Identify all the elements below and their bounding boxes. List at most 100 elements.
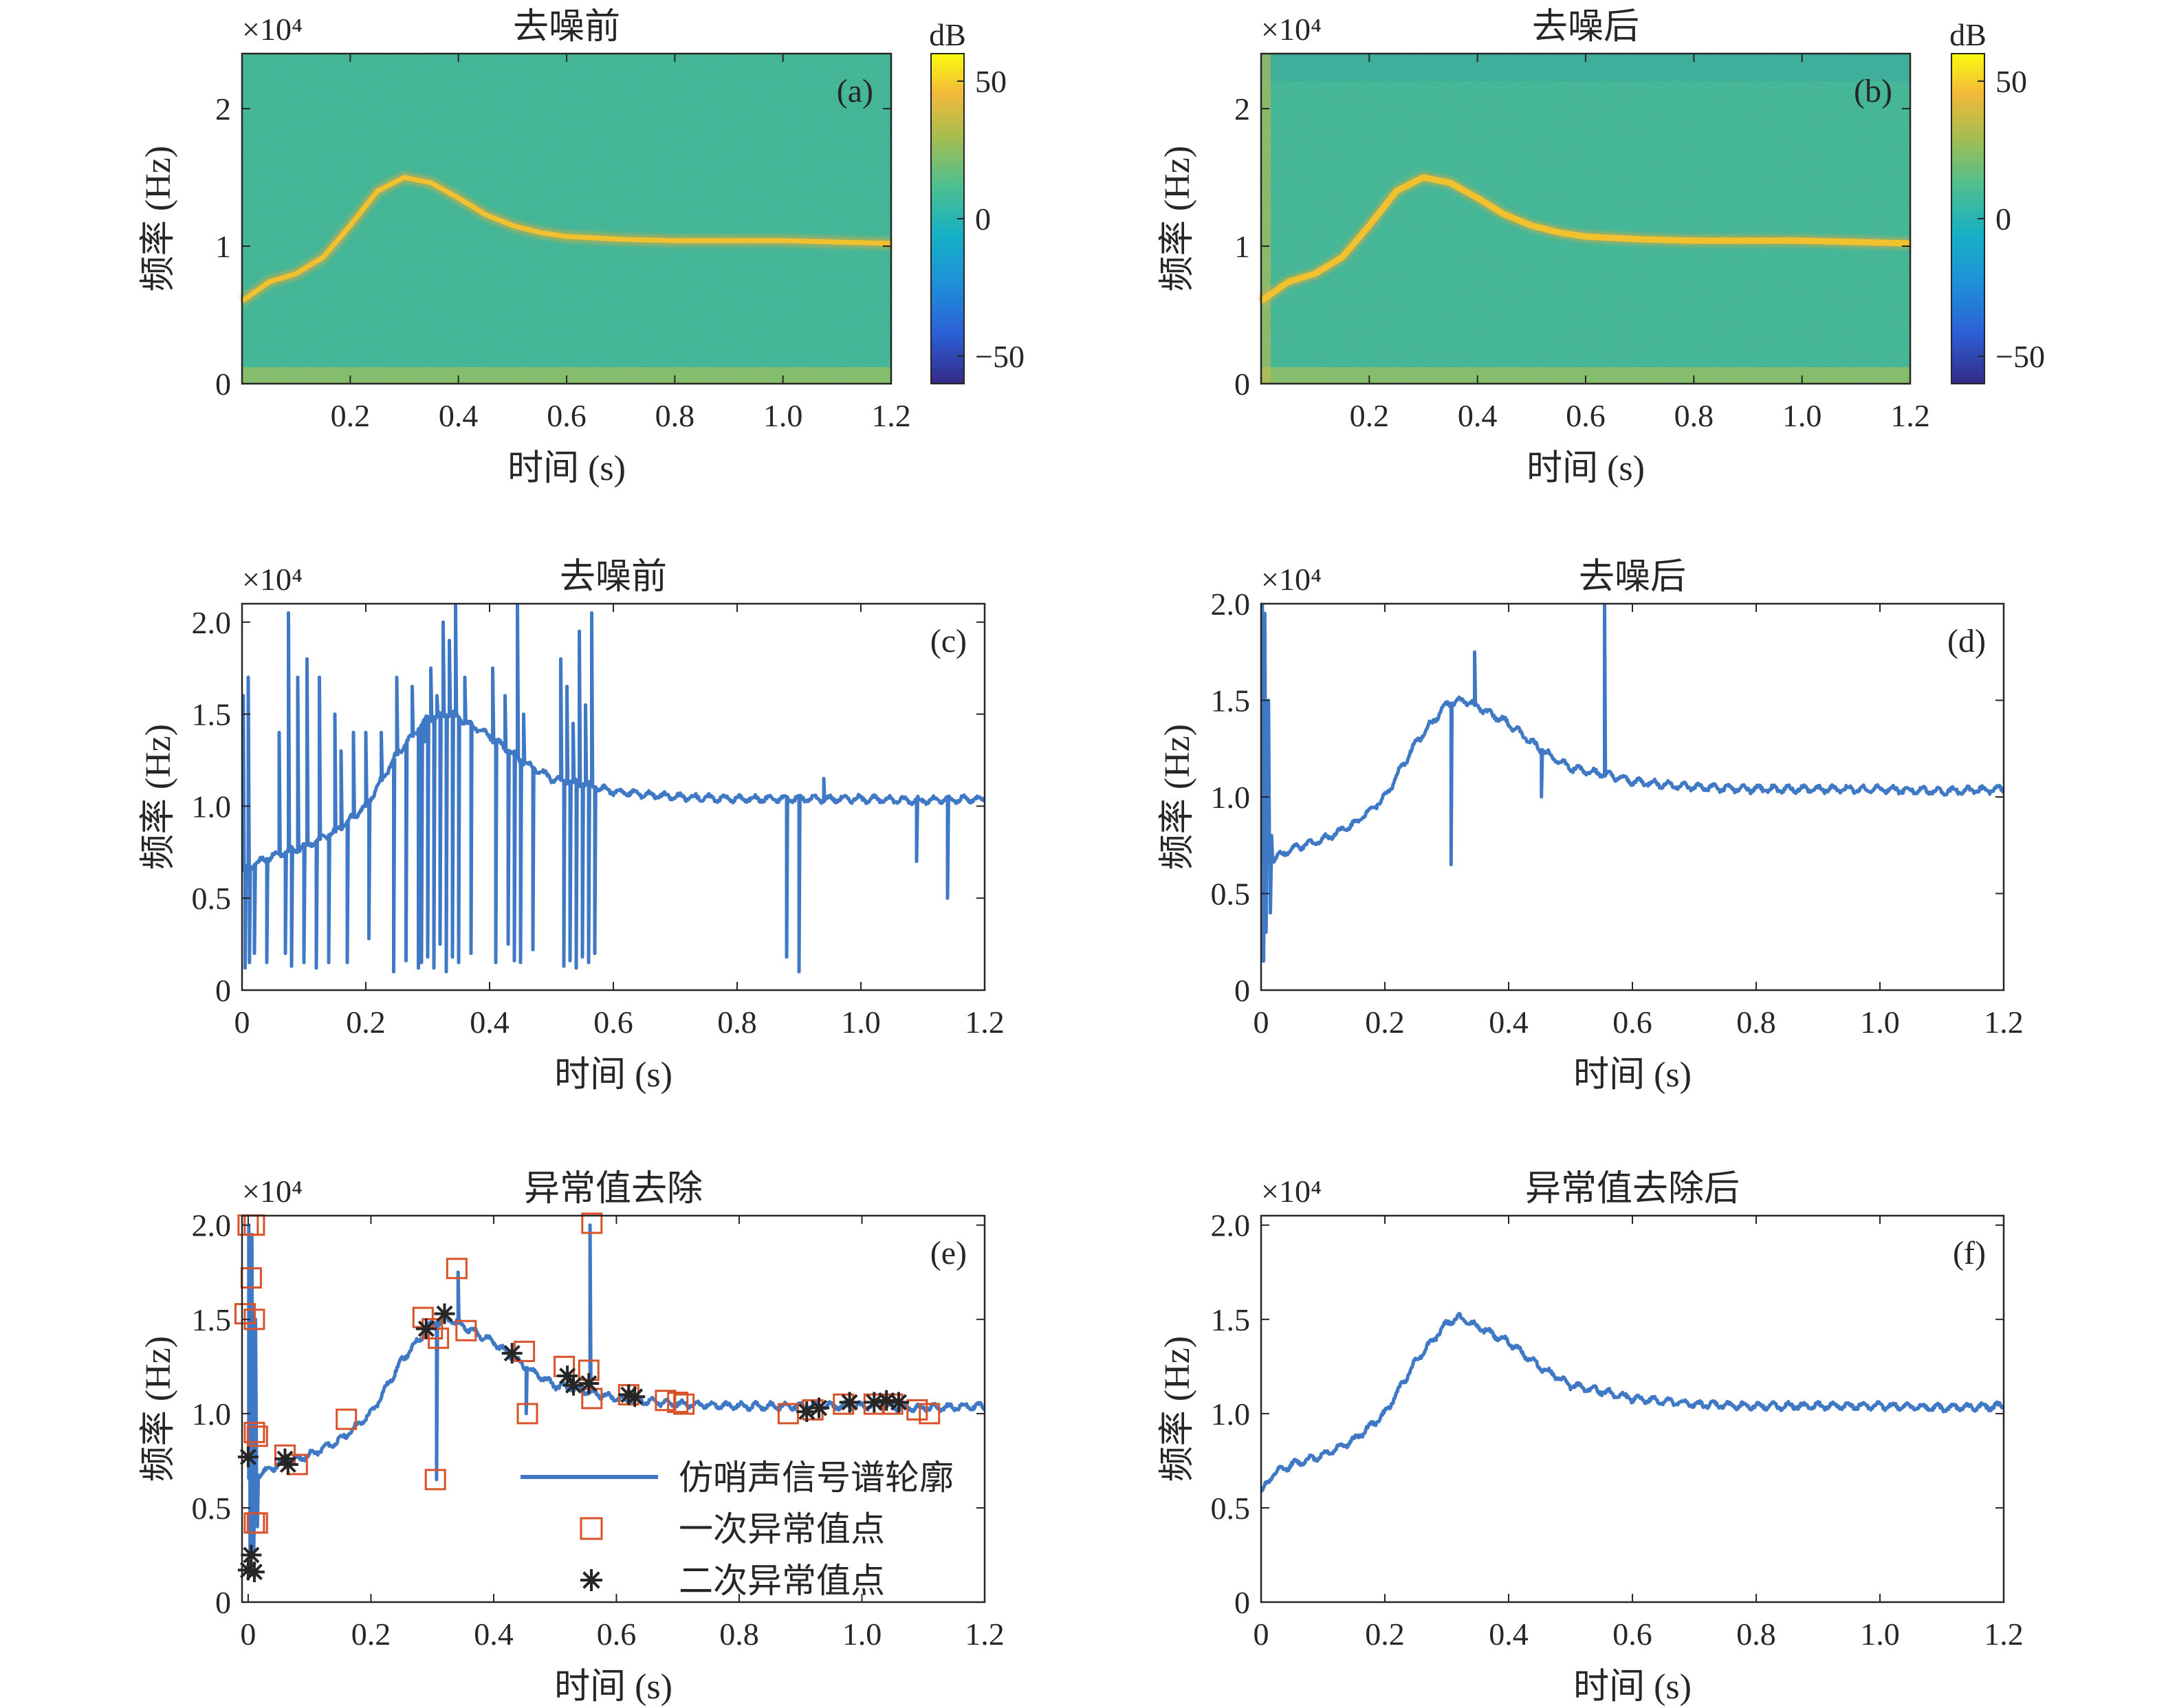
x-tick-label: 0.6: [1566, 398, 1606, 433]
panel-f: 0 0.2 0.4 0.6 0.8 1.0 1.2 0 0.5 1.0 1.5 2.0 ×10⁴ 异常值去…: [1158, 1170, 2024, 1707]
x-tick-label: 0.8: [1674, 398, 1714, 433]
y-tick-label: 2.0: [192, 1208, 232, 1243]
x-tick-label: 0.6: [597, 1617, 637, 1652]
x-tick-label: 0.8: [719, 1617, 759, 1652]
x-tick-label: 0.4: [474, 1617, 514, 1652]
x-axis-label: 时间 (s): [507, 449, 626, 488]
panel-b: 0.2 0.4 0.6 0.8 1.0 1.2 0 1 2 ×10⁴ 去噪后 (b) 时间 (s) 频率 …: [1158, 8, 2045, 488]
y-tick-label: 1.0: [1211, 780, 1251, 815]
y-tick-label: 0: [215, 1585, 231, 1620]
asterisk-stroke: [239, 1448, 256, 1465]
outlier-first-marker: [667, 1391, 689, 1413]
outlier-first-marker: [243, 1421, 265, 1443]
x-axis-label: 时间 (s): [1573, 1055, 1692, 1095]
asterisk-stroke: [565, 1377, 582, 1394]
x-tick-label: 0.4: [470, 1005, 510, 1040]
y-tick-label: 0: [1234, 973, 1250, 1008]
spectrogram-speckle: [1261, 54, 1910, 384]
x-tick-label: 1.2: [1984, 1617, 2024, 1652]
asterisk-stroke: [626, 1388, 644, 1405]
outlier-first-marker: [581, 1388, 603, 1410]
outlier-second-marker: [237, 1446, 259, 1467]
asterisk-stroke: [245, 1564, 263, 1581]
outlier-first-marker: [424, 1469, 446, 1491]
x-tick-label: 1.0: [1782, 398, 1822, 433]
y-exponent-label: ×10⁴: [1261, 562, 1322, 597]
panel-label: (a): [837, 73, 873, 109]
outlier-first-marker: [446, 1258, 468, 1280]
outlier-second-marker: [277, 1454, 298, 1475]
y-tick-label: 2.0: [1211, 587, 1251, 622]
y-tick-label: 2.0: [1211, 1208, 1251, 1243]
x-tick-label: 1.0: [841, 1005, 881, 1040]
x-axis-label: 时间 (s): [554, 1055, 672, 1095]
outlier-first-marker: [336, 1408, 358, 1430]
y-axis-label: 频率 (Hz): [139, 1336, 178, 1482]
y-tick-label: 1: [1234, 229, 1250, 264]
x-tick-label: 0: [1254, 1005, 1269, 1040]
outlier-second-marker: [434, 1303, 455, 1324]
outlier-first-marker: [516, 1403, 538, 1425]
y-tick-label: 2: [1234, 91, 1250, 127]
colorbar-tick-label: −50: [1995, 339, 2045, 374]
x-tick-label: 0.8: [717, 1005, 757, 1040]
y-exponent-label: ×10⁴: [242, 562, 303, 597]
whistle-ridge: [240, 175, 892, 303]
x-tick-label: 0.6: [593, 1005, 633, 1040]
x-tick-label: 1.2: [965, 1005, 1005, 1040]
y-tick-label: 0: [215, 366, 231, 402]
x-tick-label: 0: [1254, 1617, 1269, 1652]
x-tick-label: 0.6: [1612, 1005, 1652, 1040]
x-tick-label: 0: [240, 1617, 256, 1652]
x-tick-label: 1.2: [1890, 398, 1930, 433]
x-tick-label: 0.4: [1458, 398, 1498, 433]
y-exponent-label: ×10⁴: [1261, 12, 1322, 47]
outlier-second-marker: [839, 1392, 860, 1413]
colorbar-tick-label: 0: [1995, 201, 2011, 237]
y-axis-label: 频率 (Hz): [139, 146, 178, 292]
x-tick-label: 0.6: [547, 398, 587, 433]
asterisk-stroke: [866, 1394, 883, 1411]
outlier-second-marker: [501, 1343, 523, 1364]
asterisk-stroke: [243, 1546, 260, 1564]
legend-label: 一次异常值点: [679, 1510, 885, 1548]
outlier-second-marker: [809, 1397, 829, 1419]
y-tick-label: 1.0: [192, 1397, 232, 1432]
data-layer: [1261, 1311, 2004, 1493]
y-axis-label: 频率 (Hz): [1158, 724, 1197, 870]
spectral-contour-line: [242, 604, 985, 974]
colorbar-tick-label: 50: [975, 64, 1007, 99]
plot-area: [1261, 604, 2004, 990]
y-exponent-label: ×10⁴: [1261, 1174, 1322, 1209]
x-tick-label: 1.2: [1984, 1005, 2024, 1040]
chart-title: 去噪后: [1579, 558, 1686, 597]
outlier-first-marker: [246, 1425, 268, 1447]
outlier-first-marker: [777, 1403, 799, 1425]
chart-title: 去噪前: [513, 8, 620, 47]
x-tick-label: 0.4: [439, 398, 479, 433]
panel-c: 0 0.2 0.4 0.6 0.8 1.0 1.2 0 0.5 1.0 1.5 2.0 ×10⁴ 去噪前 (…: [139, 558, 1005, 1095]
y-tick-label: 1.5: [192, 1302, 232, 1337]
x-tick-label: 1.0: [1860, 1005, 1900, 1040]
panel-label: (c): [930, 623, 967, 659]
outlier-first-marker: [906, 1399, 928, 1421]
chart-title: 异常值去除后: [1525, 1170, 1740, 1209]
colorbar-tick-label: −50: [975, 339, 1025, 374]
chart-title: 去噪前: [560, 558, 667, 597]
x-tick-label: 0.2: [346, 1005, 386, 1040]
y-tick-label: 1.5: [192, 697, 232, 732]
y-exponent-label: ×10⁴: [242, 1174, 303, 1209]
y-tick-label: 2.0: [192, 605, 232, 640]
x-tick-label: 1.0: [842, 1617, 882, 1652]
asterisk-stroke: [559, 1367, 576, 1385]
y-tick-label: 0.5: [1211, 1491, 1251, 1526]
data-layer: [1261, 604, 2004, 963]
x-tick-label: 1.2: [871, 398, 911, 433]
panel-label: (e): [930, 1235, 967, 1271]
y-tick-label: 0: [1234, 1585, 1250, 1620]
y-exponent-label: ×10⁴: [242, 12, 303, 47]
x-tick-label: 1.0: [1860, 1617, 1900, 1652]
x-tick-label: 1.2: [965, 1617, 1005, 1652]
colorbar-tick-label: 50: [1995, 64, 2027, 99]
x-tick-label: 0.2: [351, 1617, 391, 1652]
